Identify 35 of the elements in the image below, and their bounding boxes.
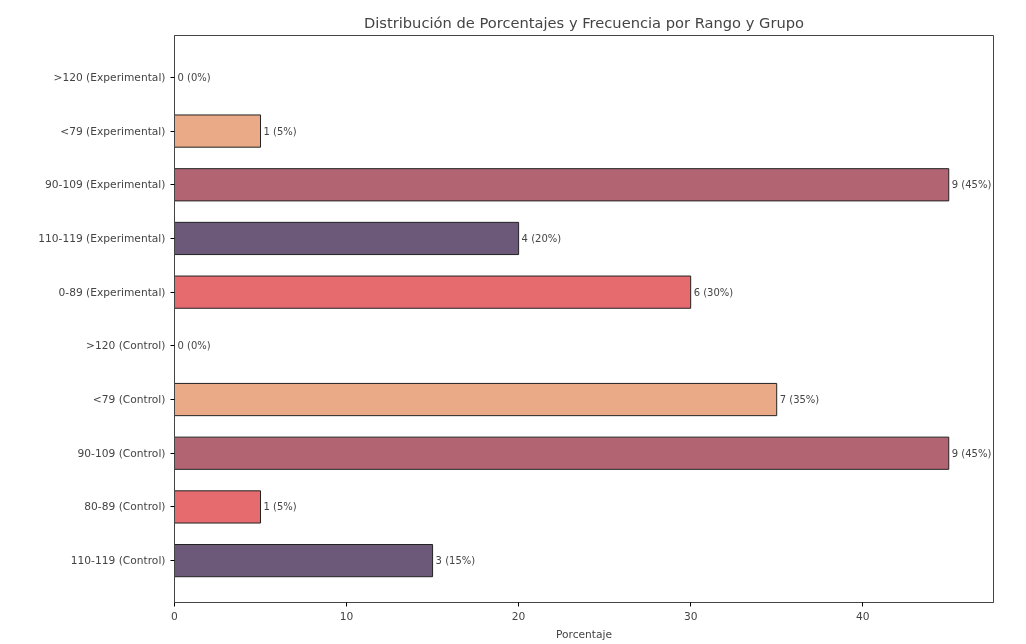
bar <box>174 275 692 309</box>
bar <box>174 221 520 256</box>
y-tick-label: <79 (Control) <box>92 393 166 407</box>
data-label: 9 (45%) <box>951 447 992 459</box>
bar <box>174 382 778 417</box>
x-axis-title: Porcentaje <box>555 627 613 641</box>
y-tick-label: 80-89 (Control) <box>84 500 166 514</box>
data-label: 4 (20%) <box>521 232 562 244</box>
y-tick-label: 90-109 (Control) <box>77 446 166 460</box>
x-tick-label: 10 <box>339 609 354 623</box>
bar <box>174 544 434 578</box>
y-tick-label: 0-89 (Experimental) <box>58 285 166 299</box>
bar <box>174 436 950 470</box>
y-tick-label: 110-119 (Experimental) <box>38 231 166 245</box>
data-label: 0 (0%) <box>177 71 211 83</box>
data-label: 3 (15%) <box>435 555 476 567</box>
y-tick-label: 90-109 (Experimental) <box>44 178 166 192</box>
bar <box>174 114 262 148</box>
chart-title: Distribución de Porcentajes y Frecuencia por Rango y Grupo <box>363 13 805 31</box>
data-label: 6 (30%) <box>693 286 734 298</box>
y-tick-label: >120 (Control) <box>86 339 166 353</box>
data-label: 9 (45%) <box>951 179 992 191</box>
x-tick-label: 40 <box>855 609 870 623</box>
data-label: 0 (0%) <box>177 340 211 352</box>
data-label: 1 (5%) <box>263 501 297 513</box>
bar <box>174 490 262 524</box>
y-tick-label: >120 (Experimental) <box>53 70 166 84</box>
bar <box>174 168 950 202</box>
data-label: 1 (5%) <box>263 125 297 137</box>
y-tick-label: <79 (Experimental) <box>60 124 166 138</box>
y-tick-label: 110-119 (Control) <box>70 554 166 568</box>
data-label: 7 (35%) <box>779 394 820 406</box>
x-tick-label: 20 <box>511 609 526 623</box>
x-tick-label: 0 <box>171 609 179 623</box>
x-tick-label: 30 <box>683 609 698 623</box>
